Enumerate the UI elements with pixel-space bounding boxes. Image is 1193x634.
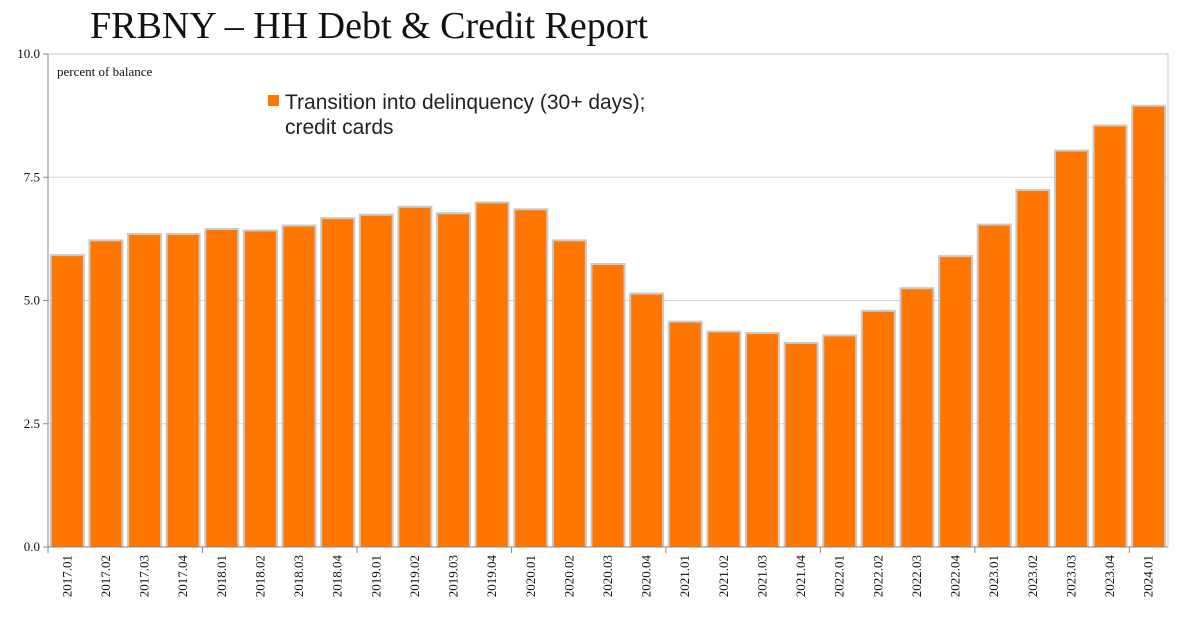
bars bbox=[49, 104, 1167, 548]
x-tick-label: 2021.03 bbox=[754, 555, 769, 597]
x-tick-label: 2022.03 bbox=[909, 555, 924, 597]
x-tick-label: 2017.02 bbox=[98, 555, 113, 597]
x-tick-label: 2023.03 bbox=[1063, 555, 1078, 597]
x-tick-label: 2023.02 bbox=[1025, 555, 1040, 597]
x-tick-label: 2018.01 bbox=[214, 555, 229, 597]
bar-2020.02 bbox=[553, 241, 585, 547]
x-tick-label: 2019.01 bbox=[368, 555, 383, 597]
bar-2020.04 bbox=[631, 294, 663, 547]
bar-2019.02 bbox=[399, 207, 431, 548]
bar-2022.01 bbox=[824, 336, 856, 547]
bar-2022.04 bbox=[940, 257, 972, 547]
legend-label-line-2: credit cards bbox=[285, 116, 394, 139]
legend-swatch bbox=[268, 95, 279, 106]
x-tick-label: 2021.02 bbox=[716, 555, 731, 597]
x-tick-label: 2018.03 bbox=[291, 555, 306, 597]
y-tick-label: 7.5 bbox=[24, 169, 40, 184]
bar-2022.02 bbox=[862, 311, 894, 547]
y-tick-label: 2.5 bbox=[24, 416, 40, 431]
bar-2021.02 bbox=[708, 332, 740, 547]
bar-2018.04 bbox=[322, 219, 354, 547]
x-tick-label: 2020.01 bbox=[523, 555, 538, 597]
x-tick-label: 2019.03 bbox=[446, 555, 461, 597]
bar-2021.03 bbox=[746, 334, 778, 547]
y-axis-label: percent of balance bbox=[57, 64, 153, 79]
bar-2023.02 bbox=[1017, 191, 1049, 547]
x-tick-label: 2020.02 bbox=[561, 555, 576, 597]
y-tick-label: 0.0 bbox=[24, 539, 40, 554]
y-tick-labels: 0.0 2.5 5.0 7.5 10.0 bbox=[17, 46, 48, 554]
x-tick-label: 2019.04 bbox=[484, 555, 499, 598]
bar-2019.03 bbox=[438, 214, 470, 547]
bar-2024.01 bbox=[1133, 106, 1165, 547]
y-tick-label: 10.0 bbox=[17, 46, 40, 61]
x-tick-label: 2021.01 bbox=[677, 555, 692, 597]
bar-2017.03 bbox=[129, 234, 161, 547]
x-tick-label: 2022.02 bbox=[870, 555, 885, 597]
x-tick-label: 2022.01 bbox=[832, 555, 847, 597]
x-tick-label: 2020.04 bbox=[639, 555, 654, 598]
bar-2019.01 bbox=[360, 215, 392, 548]
bar-2023.01 bbox=[978, 225, 1010, 547]
x-tick-label: 2017.03 bbox=[137, 555, 152, 597]
legend-label-line-1: Transition into delinquency (30+ days); bbox=[285, 91, 646, 114]
bar-2021.01 bbox=[669, 322, 701, 547]
bar-2017.02 bbox=[90, 241, 122, 547]
bar-2021.04 bbox=[785, 343, 817, 547]
bar-2020.03 bbox=[592, 265, 624, 547]
legend: Transition into delinquency (30+ days); … bbox=[268, 91, 646, 139]
bar-2022.03 bbox=[901, 289, 933, 547]
x-tick-label: 2018.02 bbox=[252, 555, 267, 597]
y-tick-label: 5.0 bbox=[24, 293, 40, 308]
x-tick-label: 2024.01 bbox=[1141, 555, 1156, 597]
x-tick-label: 2017.01 bbox=[59, 555, 74, 597]
x-tick-label: 2020.03 bbox=[600, 555, 615, 597]
bar-2018.01 bbox=[206, 230, 238, 547]
x-tick-label: 2021.04 bbox=[793, 555, 808, 598]
bar-2023.04 bbox=[1094, 126, 1126, 547]
bar-2017.04 bbox=[167, 234, 199, 547]
x-tick-label: 2019.02 bbox=[407, 555, 422, 597]
x-tick-labels: 2017.01 2017.02 2017.03 2017.04 2018.01 2018.… bbox=[59, 555, 1155, 598]
x-tick-label: 2023.01 bbox=[986, 555, 1001, 597]
bar-2023.03 bbox=[1055, 151, 1087, 547]
bar-2018.02 bbox=[244, 231, 276, 548]
x-tick-label: 2018.04 bbox=[330, 555, 345, 598]
chart-title: FRBNY – HH Debt & Credit Report bbox=[90, 5, 648, 47]
x-tick-label: 2017.04 bbox=[175, 555, 190, 598]
bar-2019.04 bbox=[476, 203, 508, 547]
x-tick-label: 2022.04 bbox=[948, 555, 963, 598]
bar-2020.01 bbox=[515, 210, 547, 547]
bar-2018.03 bbox=[283, 226, 315, 548]
bar-2017.01 bbox=[51, 256, 83, 547]
x-tick-label: 2023.04 bbox=[1102, 555, 1117, 598]
